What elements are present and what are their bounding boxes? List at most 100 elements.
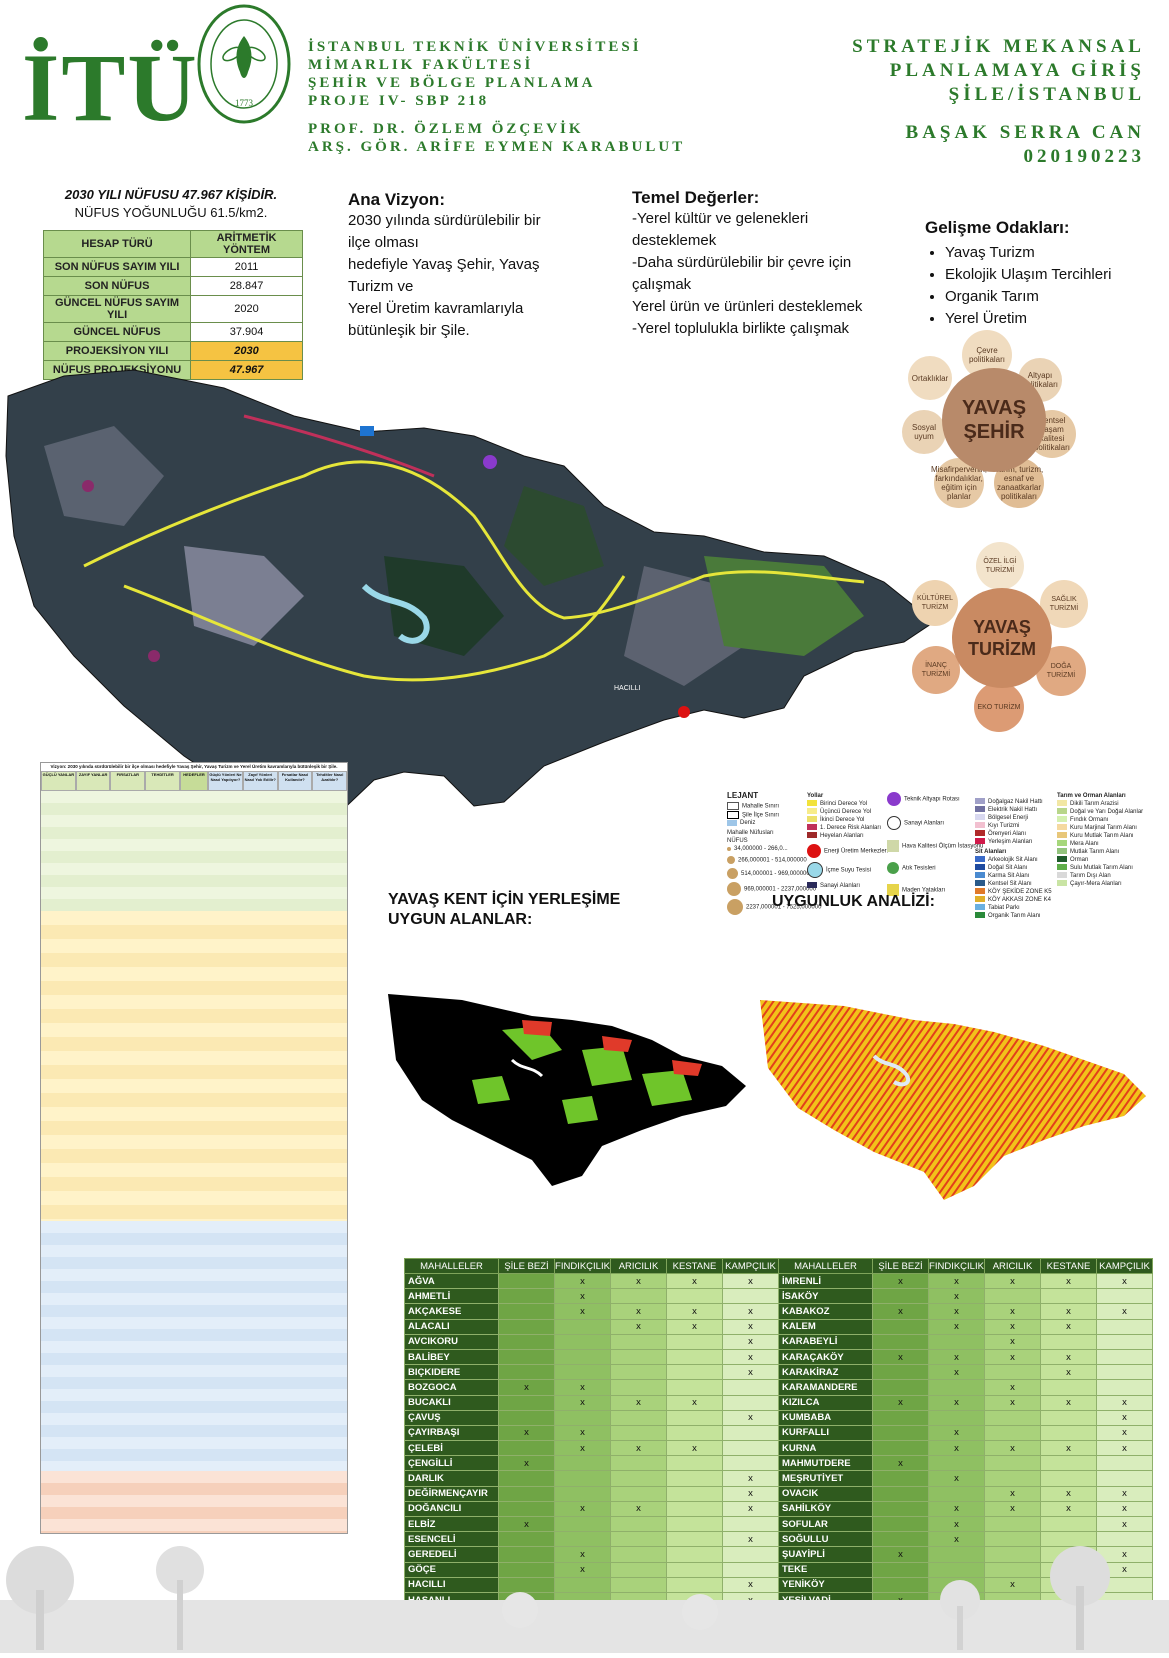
legend-section-title: Yollar (807, 793, 824, 799)
mahalle-name: MAHMUTDERE (778, 1455, 873, 1472)
activity-mark (1040, 1470, 1097, 1487)
legend-item: Mahalle Nüfusları (727, 830, 774, 837)
legend-item: Mahalle Sınırı (727, 802, 821, 811)
yavas-turizm-petal: ÖZEL İLGİ TURİZMİ (976, 542, 1024, 590)
activity-mark (666, 1485, 723, 1502)
activity-mark: x (1040, 1348, 1097, 1366)
activity-mark (610, 1424, 667, 1442)
population-caption: 2030 YILI NÜFUSU 47.967 KİŞİDİR. (64, 187, 278, 202)
mahalle-name: SOĞULLU (778, 1531, 873, 1548)
activity-mark: x (1096, 1440, 1153, 1457)
activity-mark: x (984, 1500, 1041, 1518)
legend-item: Heyelan Alanları (807, 832, 888, 840)
neighbourhood-activity-table: MAHALLELER ŞİLE BEZİ FINDIKÇILIK ARICILI… (404, 1258, 1153, 1609)
activity-mark (872, 1364, 929, 1381)
mahalle-name: AKÇAKESE (404, 1303, 499, 1320)
mh-header: FINDIKÇILIK (928, 1258, 985, 1274)
activity-mark: x (872, 1455, 929, 1472)
table-row: BIÇKIDERE x KARAKİRAZ x x (404, 1364, 1153, 1381)
legend-item: Yerleşim Alanları (975, 838, 1052, 846)
activity-mark: x (498, 1379, 555, 1396)
mh-header: KESTANE (666, 1258, 723, 1274)
legend-item: Doğal ve Yarı Doğal Alanlar (1057, 808, 1143, 816)
mahalle-name: ÇELEBİ (404, 1440, 499, 1457)
activity-mark (666, 1348, 723, 1366)
legend-item: Kıyı Turizmi (975, 822, 1052, 830)
activity-mark (554, 1470, 611, 1487)
swot-header: Zayıf Yönleri Nasıl Yok Edilir? (242, 771, 278, 791)
activity-mark: x (1040, 1318, 1097, 1335)
course-title-line: STRATEJİK MEKANSAL (852, 36, 1145, 57)
activity-mark: x (554, 1394, 611, 1411)
focus-item: Organik Tarım (945, 286, 1155, 308)
vision-line: Yerel Üretim kavramlarıyla (348, 300, 524, 317)
activity-mark (872, 1470, 929, 1487)
activity-mark: x (1096, 1424, 1153, 1442)
legend-item: İkinci Derece Yol (807, 816, 888, 824)
legend-item: Örenyeri Alanı (975, 830, 1052, 838)
activity-mark (554, 1515, 611, 1533)
activity-mark (984, 1561, 1041, 1578)
legend-item: NÜFUS (727, 838, 748, 845)
activity-mark: x (984, 1348, 1041, 1366)
pop-value: ARİTMETİK YÖNTEM (190, 230, 303, 258)
activity-mark: x (1040, 1500, 1097, 1518)
activity-mark (928, 1485, 985, 1502)
activity-mark (984, 1424, 1041, 1442)
activity-mark: x (554, 1561, 611, 1578)
legend-item: Atık Tesisleri (887, 862, 983, 874)
activity-mark (666, 1288, 723, 1305)
settlement-suitability-title-2: UYGUN ALANLAR: (388, 911, 533, 928)
legend-item: İçme Suyu Tesisi (807, 862, 888, 878)
activity-mark: x (666, 1272, 723, 1290)
activity-mark (498, 1348, 555, 1366)
svg-text:1773: 1773 (235, 98, 254, 108)
focus-list: Yavaş Turizm Ekolojik Ulaşım Tercihleri … (925, 242, 1155, 330)
swot-band-environment (41, 791, 347, 911)
activity-mark: x (928, 1303, 985, 1320)
activity-mark: x (928, 1470, 985, 1487)
activity-mark: x (872, 1546, 929, 1563)
activity-mark: x (610, 1272, 667, 1290)
activity-mark (872, 1333, 929, 1350)
activity-mark (872, 1515, 929, 1533)
swot-header: FIRSATLAR (110, 771, 146, 791)
activity-mark (554, 1348, 611, 1366)
legend-item: Sanayi Alanları (807, 882, 888, 890)
mahalle-name: İSAKÖY (778, 1288, 873, 1305)
table-row: AVCIKORU x KARABEYLİ x (404, 1333, 1153, 1350)
mahalle-name: KALEM (778, 1318, 873, 1335)
legend-item: Deniz (727, 819, 821, 827)
activity-mark (928, 1455, 985, 1472)
activity-mark (666, 1531, 723, 1548)
activity-mark: x (1096, 1409, 1153, 1426)
institution-line: PROJE IV- SBP 218 (308, 93, 490, 109)
activity-mark (1096, 1333, 1153, 1350)
activity-mark: x (610, 1500, 667, 1518)
table-row: AHMETLİ x İSAKÖY x (404, 1288, 1153, 1305)
activity-mark (610, 1348, 667, 1366)
activity-mark (872, 1318, 929, 1335)
activity-mark: x (722, 1409, 779, 1426)
activity-mark (498, 1470, 555, 1487)
activity-mark (984, 1364, 1041, 1381)
values-line: desteklemek (632, 232, 717, 249)
legend-item: Maden Yatakları (887, 884, 983, 896)
vision-line: Turizm ve (348, 278, 414, 295)
activity-mark (498, 1485, 555, 1502)
activity-mark (498, 1288, 555, 1305)
pop-value: 37.904 (190, 322, 303, 342)
focus-item: Ekolojik Ulaşım Tercihleri (945, 264, 1155, 286)
legend-item: 969,000001 - 2237,000000 (727, 881, 821, 896)
mahalle-name: AHMETLİ (404, 1288, 499, 1305)
activity-mark: x (1096, 1515, 1153, 1533)
focus-title: Gelişme Odakları: (925, 218, 1070, 237)
mh-header: KAMPÇILIK (722, 1258, 779, 1274)
mahalle-name: MEŞRUTİYET (778, 1470, 873, 1487)
activity-mark: x (1096, 1272, 1153, 1290)
activity-mark (872, 1561, 929, 1578)
table-row: BALİBEY x KARAÇAKÖY x x x x (404, 1348, 1153, 1366)
vision-title: Ana Vizyon: (348, 190, 445, 209)
activity-mark (722, 1546, 779, 1563)
course-title-line: ŞİLE/İSTANBUL (948, 84, 1145, 105)
